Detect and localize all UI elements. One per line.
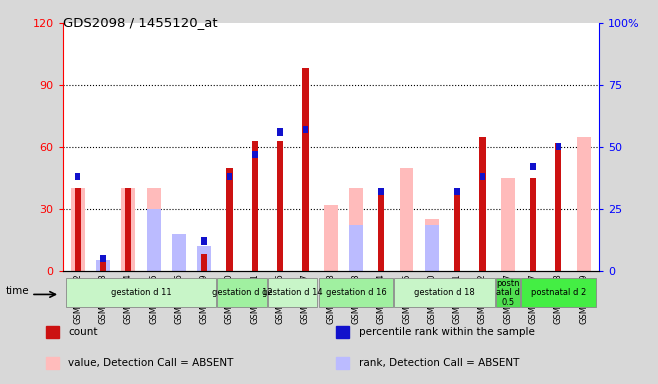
- Bar: [454, 188, 460, 195]
- Bar: [125, 188, 132, 271]
- Bar: [530, 163, 536, 170]
- Bar: [349, 225, 363, 271]
- Text: gestation d 16: gestation d 16: [326, 288, 386, 297]
- Bar: [399, 167, 413, 271]
- Text: GDS2098 / 1455120_at: GDS2098 / 1455120_at: [63, 16, 217, 29]
- Bar: [521, 278, 595, 308]
- Bar: [576, 137, 591, 271]
- Bar: [277, 141, 283, 271]
- Bar: [378, 188, 384, 195]
- Bar: [226, 167, 233, 271]
- Bar: [302, 68, 309, 271]
- Bar: [70, 188, 85, 271]
- Text: postn
atal d
0.5: postn atal d 0.5: [495, 279, 520, 307]
- Bar: [454, 192, 461, 271]
- Text: value, Detection Call = ABSENT: value, Detection Call = ABSENT: [68, 358, 234, 368]
- Text: gestation d 11: gestation d 11: [111, 288, 171, 297]
- Text: postnatal d 2: postnatal d 2: [531, 288, 586, 297]
- Bar: [555, 143, 561, 151]
- Bar: [555, 143, 561, 271]
- Bar: [530, 178, 536, 271]
- Text: time: time: [6, 286, 30, 296]
- Bar: [66, 278, 216, 308]
- Bar: [217, 278, 267, 308]
- Bar: [324, 205, 338, 271]
- Bar: [425, 225, 439, 271]
- Text: percentile rank within the sample: percentile rank within the sample: [359, 327, 534, 337]
- Bar: [74, 188, 81, 271]
- Bar: [378, 188, 384, 271]
- Bar: [480, 173, 485, 180]
- Bar: [394, 278, 495, 308]
- Bar: [226, 173, 232, 180]
- Text: rank, Detection Call = ABSENT: rank, Detection Call = ABSENT: [359, 358, 519, 368]
- Bar: [100, 255, 106, 262]
- Bar: [75, 173, 80, 180]
- Bar: [479, 137, 486, 271]
- Bar: [425, 219, 439, 271]
- Bar: [268, 278, 318, 308]
- Bar: [197, 250, 211, 271]
- Bar: [121, 188, 136, 271]
- Bar: [318, 278, 393, 308]
- Bar: [96, 260, 110, 271]
- Bar: [252, 151, 257, 158]
- Text: gestation d 12: gestation d 12: [212, 288, 272, 297]
- Bar: [251, 141, 258, 271]
- Text: count: count: [68, 327, 97, 337]
- Bar: [147, 209, 161, 271]
- Bar: [495, 278, 520, 308]
- Bar: [201, 254, 207, 271]
- Bar: [197, 246, 211, 271]
- Bar: [336, 357, 349, 369]
- Bar: [147, 188, 161, 271]
- Bar: [501, 178, 515, 271]
- Bar: [277, 128, 283, 136]
- Bar: [172, 233, 186, 271]
- Bar: [303, 126, 308, 133]
- Bar: [201, 237, 207, 245]
- Bar: [45, 326, 59, 338]
- Text: gestation d 14: gestation d 14: [263, 288, 323, 297]
- Bar: [45, 357, 59, 369]
- Bar: [349, 188, 363, 271]
- Text: gestation d 18: gestation d 18: [414, 288, 475, 297]
- Bar: [336, 326, 349, 338]
- Bar: [100, 263, 106, 271]
